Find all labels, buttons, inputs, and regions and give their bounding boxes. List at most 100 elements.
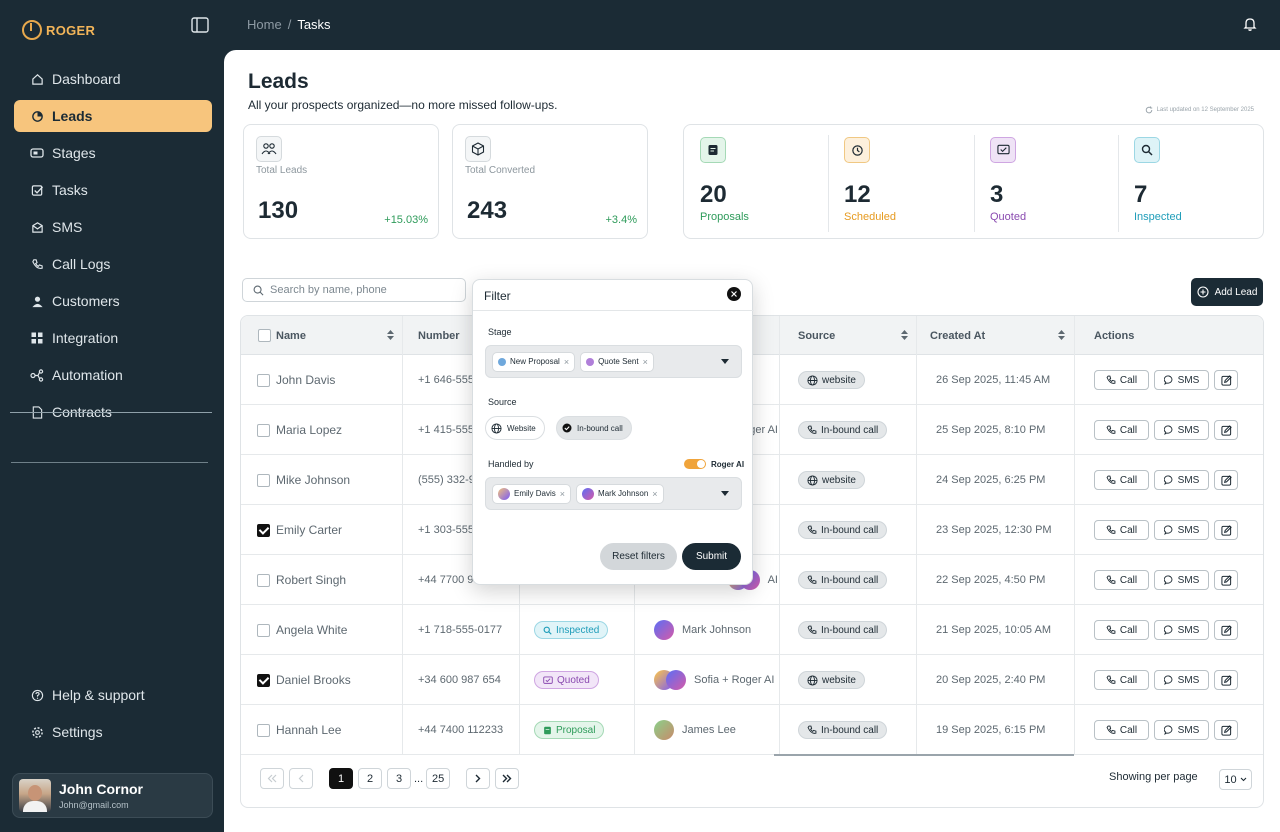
call-button[interactable]: Call: [1094, 620, 1149, 640]
sort-icon[interactable]: [901, 330, 908, 340]
row-checkbox[interactable]: [257, 705, 270, 755]
lead-name[interactable]: Emily Carter: [276, 523, 343, 537]
bell-icon[interactable]: [1242, 16, 1258, 32]
remove-chip-icon[interactable]: ×: [652, 488, 658, 499]
per-page-select[interactable]: 10: [1219, 769, 1252, 790]
sidebar-item-call-logs[interactable]: Call Logs: [14, 248, 212, 280]
page-button-1[interactable]: 1: [329, 768, 353, 789]
call-button[interactable]: Call: [1094, 720, 1149, 740]
sms-button[interactable]: SMS: [1154, 570, 1209, 590]
sidebar-item-help[interactable]: Help & support: [14, 679, 212, 711]
sms-button[interactable]: SMS: [1154, 620, 1209, 640]
breadcrumb-home[interactable]: Home: [247, 17, 282, 32]
lead-name[interactable]: Robert Singh: [276, 573, 347, 587]
sidebar-toggle-icon[interactable]: [191, 17, 209, 33]
next-page-button[interactable]: [466, 768, 491, 789]
sms-button[interactable]: SMS: [1154, 520, 1209, 540]
caret-down-icon[interactable]: [721, 491, 729, 496]
table-row[interactable]: Angela White +1 718-555-0177 Inspected M…: [241, 605, 1263, 655]
stat-proposals[interactable]: 20 Proposals: [684, 125, 829, 240]
column-header-created-at[interactable]: Created At: [930, 316, 1073, 355]
user-profile-card[interactable]: John Cornor John@gmail.com: [12, 773, 213, 818]
edit-button[interactable]: [1214, 670, 1238, 690]
lead-name[interactable]: Mike Johnson: [276, 473, 351, 487]
sidebar-item-customers[interactable]: Customers: [14, 285, 212, 317]
sidebar-item-leads[interactable]: Leads: [14, 100, 212, 132]
sms-button[interactable]: SMS: [1154, 420, 1209, 440]
remove-chip-icon[interactable]: ×: [563, 356, 570, 367]
edit-button[interactable]: [1214, 620, 1238, 640]
source-option-website[interactable]: Website: [485, 416, 545, 440]
row-checkbox[interactable]: [257, 505, 270, 555]
stat-quoted[interactable]: 3 Quoted: [974, 125, 1119, 240]
row-checkbox[interactable]: [257, 555, 270, 605]
row-checkbox[interactable]: [257, 605, 270, 655]
page-button-last[interactable]: 25: [426, 768, 451, 789]
sms-button[interactable]: SMS: [1154, 720, 1209, 740]
remove-chip-icon[interactable]: ×: [559, 488, 566, 499]
stage-badge: Proposal: [534, 721, 605, 739]
app-logo[interactable]: ROGER: [22, 20, 95, 40]
sms-button[interactable]: SMS: [1154, 670, 1209, 690]
roger-ai-toggle[interactable]: [684, 459, 706, 469]
sidebar-item-sms[interactable]: SMS: [14, 211, 212, 243]
close-icon[interactable]: [727, 287, 741, 301]
edit-button[interactable]: [1214, 370, 1238, 390]
sort-icon[interactable]: [1058, 330, 1065, 340]
lead-name[interactable]: Maria Lopez: [276, 423, 343, 437]
call-button[interactable]: Call: [1094, 570, 1149, 590]
refresh-icon[interactable]: [1145, 106, 1153, 114]
table-row[interactable]: Daniel Brooks +34 600 987 654 Quoted Sof…: [241, 655, 1263, 705]
remove-chip-icon[interactable]: ×: [642, 356, 648, 367]
first-page-button[interactable]: [260, 768, 284, 789]
lead-name[interactable]: Hannah Lee: [276, 723, 342, 737]
source-option-inbound-call[interactable]: In-bound call: [556, 416, 632, 440]
call-button[interactable]: Call: [1094, 420, 1149, 440]
submit-button[interactable]: Submit: [682, 543, 741, 570]
reset-filters-button[interactable]: Reset filters: [600, 543, 677, 570]
sidebar-item-stages[interactable]: Stages: [14, 137, 212, 169]
lead-name[interactable]: Daniel Brooks: [276, 673, 351, 687]
call-button[interactable]: Call: [1094, 370, 1149, 390]
stat-inspected[interactable]: 7 Inspected: [1118, 125, 1263, 240]
add-lead-button[interactable]: Add Lead: [1191, 278, 1263, 306]
call-button[interactable]: Call: [1094, 520, 1149, 540]
table-row[interactable]: Hannah Lee +44 7400 112233 Proposal Jame…: [241, 705, 1263, 755]
call-button[interactable]: Call: [1094, 670, 1149, 690]
row-checkbox[interactable]: [257, 355, 270, 405]
row-checkbox[interactable]: [257, 655, 270, 705]
select-all-checkbox[interactable]: [258, 316, 271, 355]
stage-multiselect[interactable]: New Proposal × Quote Sent ×: [485, 345, 742, 378]
last-page-button[interactable]: [495, 768, 520, 789]
edit-button[interactable]: [1214, 570, 1238, 590]
column-header-number[interactable]: Number: [418, 329, 460, 342]
sms-button[interactable]: SMS: [1154, 470, 1209, 490]
column-header-name[interactable]: Name: [276, 316, 402, 355]
lead-name[interactable]: John Davis: [276, 373, 336, 387]
edit-button[interactable]: [1214, 720, 1238, 740]
row-checkbox[interactable]: [257, 405, 270, 455]
sidebar-item-dashboard[interactable]: Dashboard: [14, 63, 212, 95]
sms-button[interactable]: SMS: [1154, 370, 1209, 390]
sidebar-item-settings[interactable]: Settings: [14, 716, 212, 748]
horizontal-scrollbar[interactable]: [774, 754, 1074, 756]
row-checkbox[interactable]: [257, 455, 270, 505]
edit-button[interactable]: [1214, 470, 1238, 490]
stat-scheduled[interactable]: 12 Scheduled: [828, 125, 973, 240]
handled-by-multiselect[interactable]: Emily Davis × Mark Johnson ×: [485, 477, 742, 510]
lead-name[interactable]: Angela White: [276, 623, 348, 637]
page-button-2[interactable]: 2: [358, 768, 382, 789]
sort-icon[interactable]: [387, 330, 394, 340]
caret-down-icon[interactable]: [721, 359, 729, 364]
prev-page-button[interactable]: [289, 768, 313, 789]
sidebar-item-integration[interactable]: Integration: [14, 322, 212, 354]
column-header-source[interactable]: Source: [798, 316, 916, 355]
page-button-3[interactable]: 3: [387, 768, 411, 789]
sidebar-item-contracts[interactable]: Contracts: [10, 396, 212, 428]
search-input[interactable]: [270, 284, 450, 296]
edit-button[interactable]: [1214, 520, 1238, 540]
sidebar-item-tasks[interactable]: Tasks: [14, 174, 212, 206]
edit-button[interactable]: [1214, 420, 1238, 440]
sidebar-item-automation[interactable]: Automation: [14, 359, 212, 391]
call-button[interactable]: Call: [1094, 470, 1149, 490]
